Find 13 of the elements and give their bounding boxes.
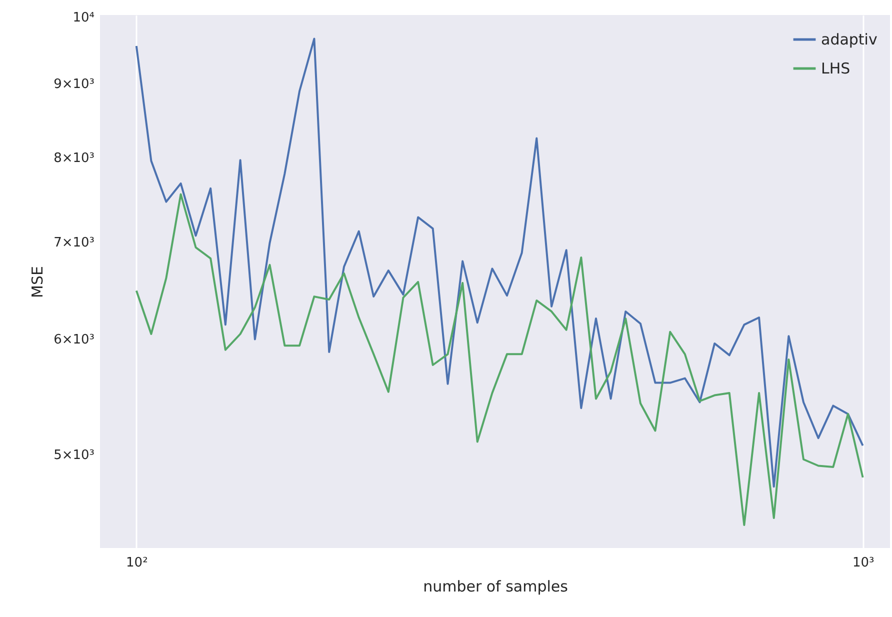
y-tick-label: 6×10³ xyxy=(54,332,94,348)
x-axis-title: number of samples xyxy=(423,578,568,596)
x-tick-label: 10³ xyxy=(852,556,874,570)
y-axis-title: MSE xyxy=(28,266,47,298)
x-tick-label: 10² xyxy=(126,556,148,570)
legend-label: adaptiv xyxy=(821,30,878,48)
y-tick-label: 5×10³ xyxy=(54,448,94,463)
y-tick-label: 7×10³ xyxy=(54,235,94,250)
y-tick-label: 9×10³ xyxy=(54,76,94,92)
y-tick-label: 8×10³ xyxy=(54,151,94,166)
y-tick-label: 10⁴ xyxy=(72,10,94,26)
line-series xyxy=(135,193,864,526)
legend-label: LHS xyxy=(821,60,850,78)
